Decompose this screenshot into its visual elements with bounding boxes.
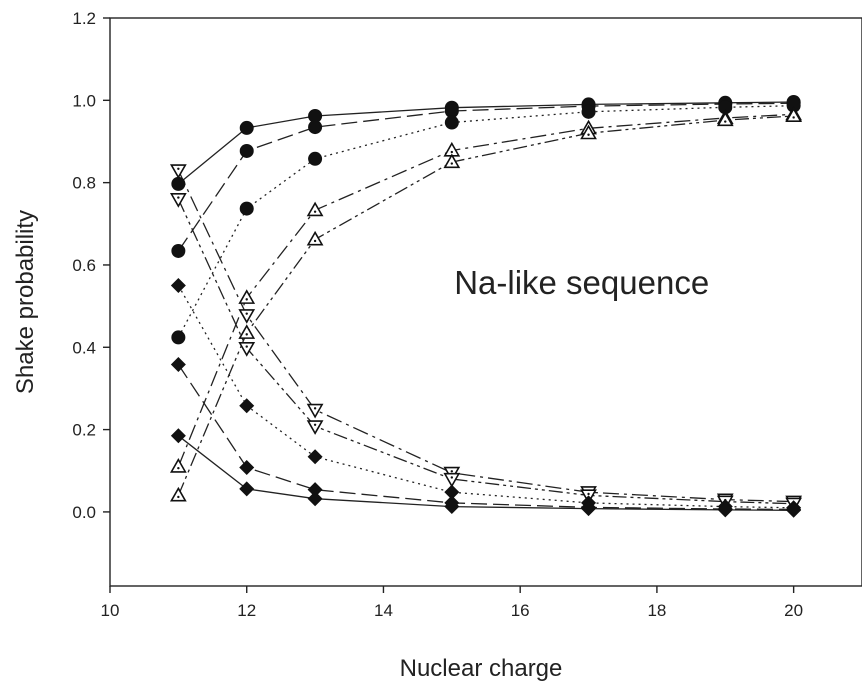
data-point-s5-p2-dot <box>245 333 248 336</box>
data-point-s2-p4 <box>444 104 459 119</box>
data-point-s4-p4-dot <box>450 150 454 154</box>
data-point-s8-p2 <box>239 398 255 414</box>
data-point-s3-p3 <box>308 151 323 166</box>
data-point-s6-p1-dot <box>177 167 180 170</box>
y-tick-label: 0.6 <box>72 256 96 275</box>
data-point-s1-p2 <box>239 120 254 135</box>
data-point-s2-p2 <box>239 143 254 158</box>
data-point-s5-p3-dot <box>313 239 317 243</box>
data-point-s10-p6 <box>717 502 733 518</box>
data-point-s10-p1 <box>170 428 186 444</box>
data-point-s5-p7-dot <box>792 116 795 119</box>
data-point-s5-p2 <box>238 324 256 339</box>
y-tick-label: 0.0 <box>72 503 96 522</box>
annotation-label: Na-like sequence <box>454 264 709 301</box>
y-tick-label: 1.2 <box>72 9 96 28</box>
data-point-s2-p3 <box>308 120 323 135</box>
data-point-s9-p1 <box>170 357 186 373</box>
data-point-s10-p3 <box>307 491 323 507</box>
data-point-s7-p3-dot <box>313 423 317 427</box>
data-point-s7-p3 <box>306 420 324 435</box>
data-point-s6-p2-dot <box>245 312 248 315</box>
series-line-8 <box>177 285 794 509</box>
data-point-s10-p4 <box>444 499 460 515</box>
data-point-s10-p7 <box>786 502 802 518</box>
data-point-s3-p1 <box>171 330 186 345</box>
y-tick-label: 0.4 <box>72 338 96 357</box>
plot-frame <box>109 17 862 587</box>
y-axis-title: Shake probability <box>12 210 39 394</box>
data-point-s6-p3 <box>306 403 324 419</box>
data-point-s7-p1 <box>169 193 187 208</box>
data-point-s3-p4 <box>444 115 459 130</box>
data-point-s7-p4 <box>443 472 461 488</box>
data-point-s1-p3 <box>308 108 323 123</box>
data-point-s5-p6-dot <box>724 120 727 123</box>
x-tick-label: 12 <box>237 601 256 620</box>
data-point-s5-p7 <box>785 107 803 123</box>
data-point-s8-p1 <box>170 278 186 294</box>
x-axis-title: Nuclear charge <box>400 655 563 682</box>
data-point-s6-p4-dot <box>450 470 454 473</box>
data-point-s7-p2 <box>238 342 256 357</box>
data-point-s4-p2 <box>238 289 256 304</box>
data-point-s7-p1-dot <box>177 196 180 199</box>
data-point-s4-p1-dot <box>177 466 180 470</box>
data-point-s10-p2 <box>239 481 255 497</box>
series-lines <box>177 101 794 511</box>
data-point-s8-p4 <box>444 484 460 500</box>
series-line-3 <box>177 105 794 338</box>
data-point-s9-p3 <box>307 482 323 498</box>
data-point-s3-p6 <box>718 100 733 115</box>
data-point-s4-p2-dot <box>245 298 248 301</box>
data-point-s6-p2 <box>238 309 256 324</box>
data-point-s5-p4-dot <box>450 162 454 165</box>
data-point-s1-p1 <box>171 176 186 191</box>
series-line-5 <box>177 115 794 496</box>
x-axis: 10 12 14 16 18 20 <box>101 586 803 620</box>
data-point-s2-p1 <box>171 243 186 258</box>
data-point-s10-p5 <box>581 501 597 517</box>
data-point-s5-p4 <box>443 153 461 169</box>
series-line-10 <box>178 435 794 511</box>
x-tick-label: 10 <box>101 601 120 620</box>
series-line-9 <box>177 364 794 511</box>
x-tick-label: 14 <box>374 601 393 620</box>
data-point-s8-p3 <box>307 449 323 465</box>
data-point-s5-p1-dot <box>177 495 180 499</box>
data-point-s5-p5 <box>580 124 597 140</box>
data-point-s7-p5-dot <box>587 492 590 496</box>
data-point-s7-p2-dot <box>245 345 248 348</box>
data-point-s4-p3 <box>306 201 324 217</box>
data-point-s5-p3 <box>306 230 324 246</box>
series-line-2 <box>177 102 794 252</box>
x-tick-label: 18 <box>647 601 666 620</box>
data-point-s3-p2 <box>239 201 254 216</box>
data-point-s7-p4-dot <box>450 476 454 479</box>
data-point-s5-p1 <box>169 486 187 502</box>
series-line-7 <box>177 198 794 505</box>
data-point-s6-p1 <box>169 164 187 179</box>
y-tick-label: 0.2 <box>72 421 96 440</box>
data-point-s3-p5 <box>581 104 596 119</box>
y-axis: 0.0 0.2 0.4 0.6 0.8 1.0 1.2 <box>72 9 110 522</box>
data-point-s4-p3-dot <box>313 210 317 213</box>
data-point-s9-p2 <box>239 459 255 475</box>
x-tick-label: 16 <box>511 601 530 620</box>
series-line-6 <box>177 170 794 503</box>
y-tick-label: 1.0 <box>72 91 96 110</box>
data-point-s4-p1 <box>169 458 187 473</box>
data-point-s5-p5-dot <box>587 133 590 136</box>
data-point-s3-p7 <box>786 98 801 113</box>
y-tick-label: 0.8 <box>72 174 96 193</box>
data-point-s5-p6 <box>716 111 734 127</box>
series-markers <box>169 94 803 518</box>
x-tick-label: 20 <box>784 601 803 620</box>
data-point-s6-p3-dot <box>313 407 317 410</box>
